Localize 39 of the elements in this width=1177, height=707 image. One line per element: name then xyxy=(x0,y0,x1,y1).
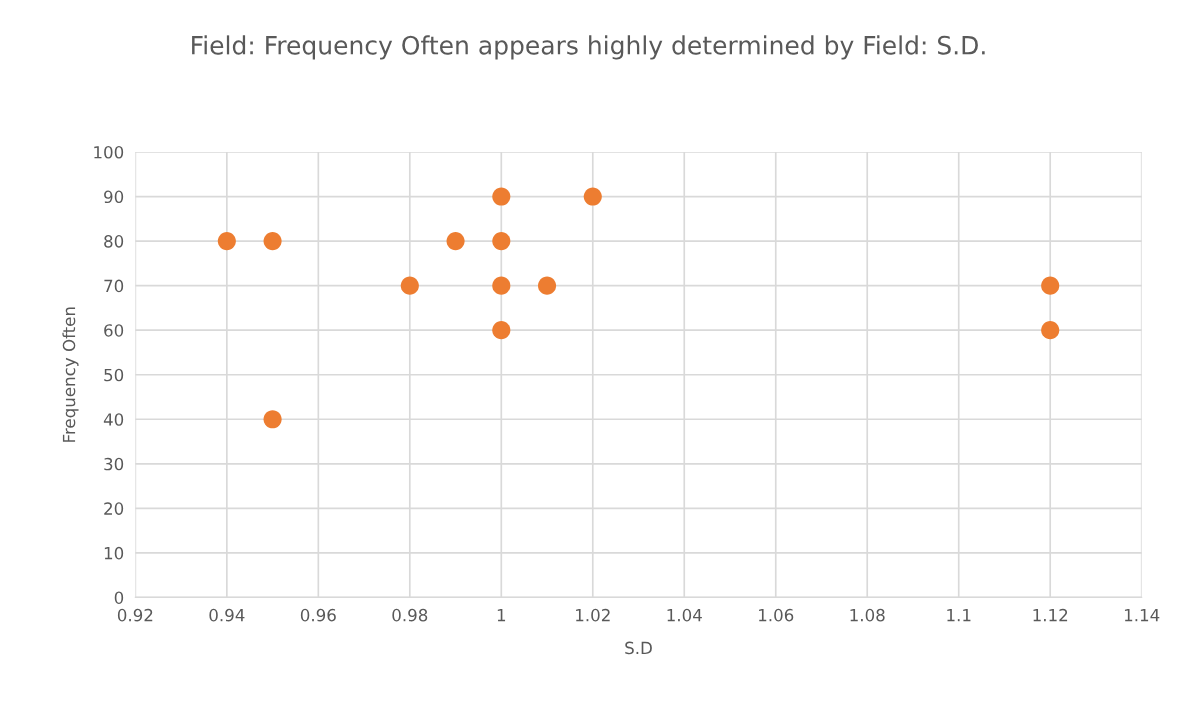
x-tick-label: 1.06 xyxy=(759,608,794,622)
x-tick-label: 0.98 xyxy=(392,608,428,622)
x-tick-label: 1.1 xyxy=(947,609,971,622)
point xyxy=(492,187,511,206)
x-tick-label: 0.96 xyxy=(300,608,336,622)
x-tick-label: 1.08 xyxy=(850,608,885,622)
point xyxy=(1041,321,1060,340)
point xyxy=(217,232,236,251)
chart-title: Field: Frequency Often appears highly determined by Field: S.D. xyxy=(192,35,985,60)
y-tick-label: 90 xyxy=(104,190,124,204)
y-tick-label: 70 xyxy=(104,279,124,293)
y-tick-label: 50 xyxy=(104,368,124,382)
y-tick-label: 0 xyxy=(114,591,124,604)
x-tick-label: 0.92 xyxy=(117,608,153,622)
y-tick-label: 60 xyxy=(104,324,124,337)
point xyxy=(492,276,511,295)
point xyxy=(400,276,419,295)
y-tick-label: 100 xyxy=(94,145,124,159)
y-tick-label: 10 xyxy=(104,546,124,560)
point xyxy=(263,410,282,429)
x-tick-label: 1.02 xyxy=(576,608,610,622)
x-tick-label: 0.94 xyxy=(209,608,245,622)
y-tick-label: 30 xyxy=(104,457,124,471)
point xyxy=(537,276,557,295)
point xyxy=(446,232,465,251)
point xyxy=(492,232,511,251)
point xyxy=(1041,276,1060,295)
y-axis-title: Frequency Often xyxy=(62,307,79,442)
x-tick-label: 1.12 xyxy=(1033,608,1068,622)
point xyxy=(583,187,602,206)
x-tick-label: 1.14 xyxy=(1124,609,1160,622)
point xyxy=(492,321,511,340)
x-tick-label: 1 xyxy=(497,609,506,622)
y-tick-label: 80 xyxy=(104,235,124,248)
x-axis-title: S.D xyxy=(625,641,652,655)
y-tick-label: 40 xyxy=(103,413,124,426)
point xyxy=(263,232,282,251)
y-tick-label: 20 xyxy=(104,502,124,515)
x-tick-label: 1.04 xyxy=(667,608,702,622)
